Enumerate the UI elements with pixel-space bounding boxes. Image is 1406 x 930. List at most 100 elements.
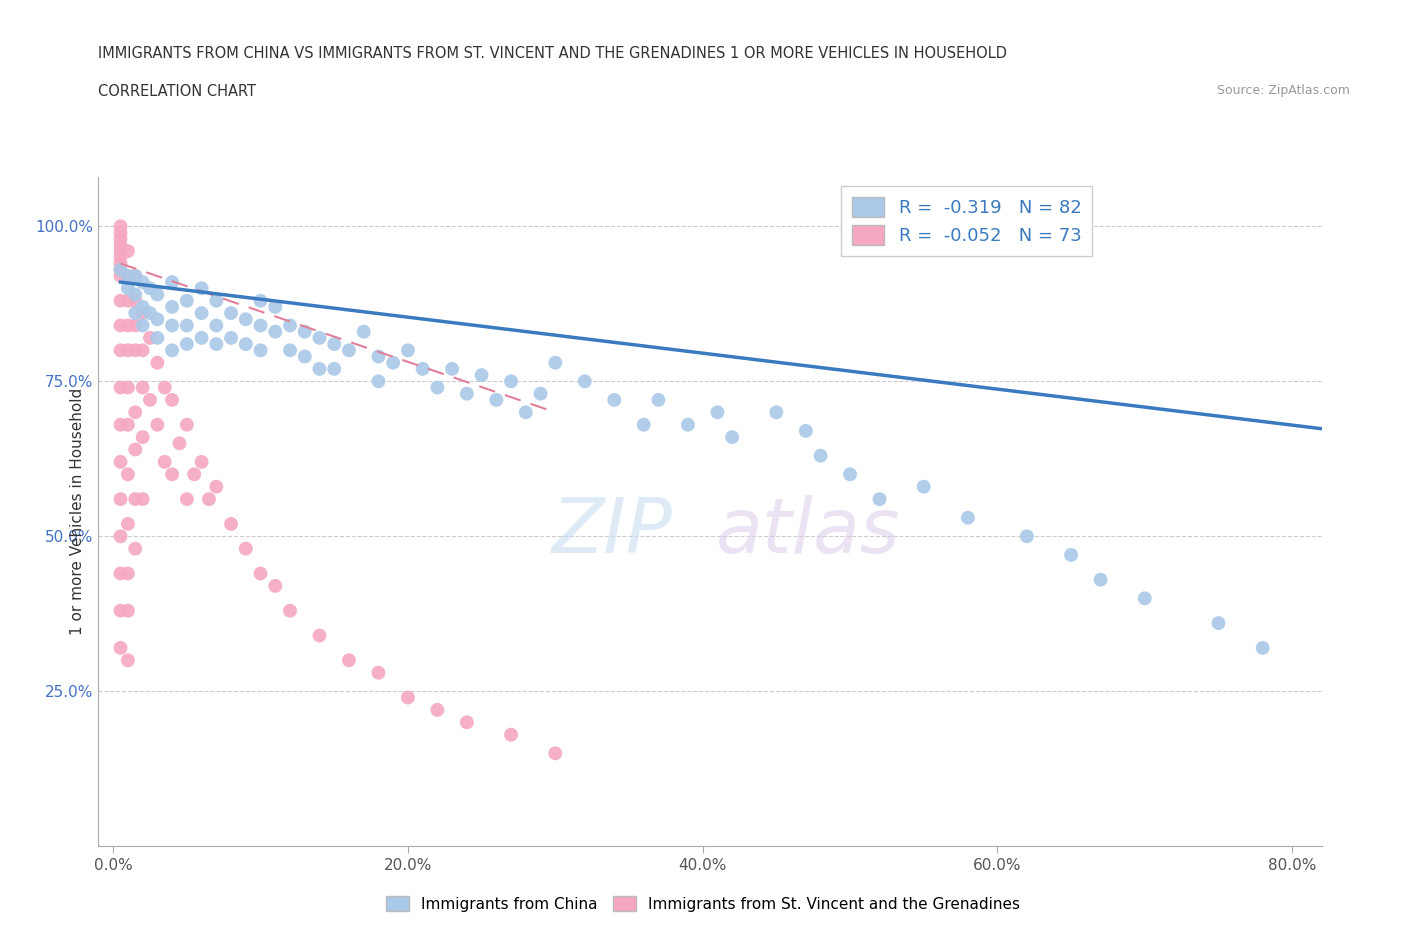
Point (633, 418, 655, 432)
Point (110, 293, 132, 308)
Point (294, 349, 316, 364)
Point (110, 225, 132, 240)
Point (124, 306, 146, 321)
Point (249, 566, 271, 581)
Point (124, 269, 146, 284)
Point (499, 727, 522, 742)
Point (131, 343, 153, 358)
Point (1133, 591, 1156, 605)
Point (124, 405, 146, 419)
Point (190, 330, 212, 345)
Point (515, 405, 537, 419)
Point (412, 362, 434, 377)
Point (869, 492, 891, 507)
Point (426, 702, 449, 717)
Point (139, 281, 162, 296)
Point (647, 392, 669, 407)
Point (294, 325, 316, 339)
Point (529, 386, 551, 401)
Point (249, 343, 271, 358)
Point (110, 219, 132, 233)
Point (426, 380, 449, 395)
Point (160, 318, 183, 333)
Legend: R =  -0.319   N = 82, R =  -0.052   N = 73: R = -0.319 N = 82, R = -0.052 N = 73 (841, 186, 1092, 257)
Point (176, 492, 198, 507)
Point (131, 492, 153, 507)
Point (117, 293, 139, 308)
Point (110, 318, 132, 333)
Point (153, 380, 176, 395)
Point (441, 362, 464, 377)
Point (794, 423, 817, 438)
Point (235, 337, 257, 352)
Point (1015, 529, 1038, 544)
Point (574, 374, 596, 389)
Point (124, 541, 146, 556)
Point (308, 362, 330, 377)
Point (169, 436, 191, 451)
Point (337, 343, 360, 358)
Point (124, 269, 146, 284)
Point (124, 293, 146, 308)
Point (110, 455, 132, 470)
Point (249, 293, 271, 308)
Point (190, 306, 212, 321)
Point (308, 330, 330, 345)
Point (110, 256, 132, 271)
Point (117, 380, 139, 395)
Point (117, 516, 139, 531)
Point (153, 455, 176, 470)
Point (110, 343, 132, 358)
Point (117, 604, 139, 618)
Point (139, 306, 162, 321)
Point (146, 330, 169, 345)
Point (235, 541, 257, 556)
Point (264, 325, 287, 339)
Point (146, 312, 169, 326)
Point (249, 318, 271, 333)
Point (544, 355, 567, 370)
Point (499, 374, 522, 389)
Point (219, 516, 242, 531)
Point (110, 262, 132, 277)
Point (219, 330, 242, 345)
Point (117, 281, 139, 296)
Point (235, 312, 257, 326)
Point (110, 269, 132, 284)
Point (117, 467, 139, 482)
Point (139, 392, 162, 407)
Point (110, 492, 132, 507)
Point (706, 405, 728, 419)
Point (278, 318, 301, 333)
Point (110, 262, 132, 277)
Point (323, 337, 346, 352)
Point (131, 380, 153, 395)
Point (205, 293, 228, 308)
Point (117, 318, 139, 333)
Point (198, 492, 221, 507)
Point (382, 355, 405, 370)
Point (367, 665, 389, 680)
Point (839, 467, 862, 482)
Point (110, 244, 132, 259)
Point (264, 299, 287, 314)
Point (131, 274, 153, 289)
Point (131, 430, 153, 445)
Point (1251, 641, 1274, 656)
Point (176, 318, 198, 333)
Text: IMMIGRANTS FROM CHINA VS IMMIGRANTS FROM ST. VINCENT AND THE GRENADINES 1 OR MOR: IMMIGRANTS FROM CHINA VS IMMIGRANTS FROM… (98, 46, 1008, 61)
Point (131, 306, 153, 321)
Point (146, 287, 169, 302)
Point (183, 467, 205, 482)
Point (190, 281, 212, 296)
Point (110, 250, 132, 265)
Point (176, 418, 198, 432)
Point (124, 492, 146, 507)
Point (219, 306, 242, 321)
Point (544, 746, 567, 761)
Point (337, 653, 360, 668)
Point (205, 337, 228, 352)
Point (205, 479, 228, 494)
Point (146, 355, 169, 370)
Point (912, 479, 935, 494)
